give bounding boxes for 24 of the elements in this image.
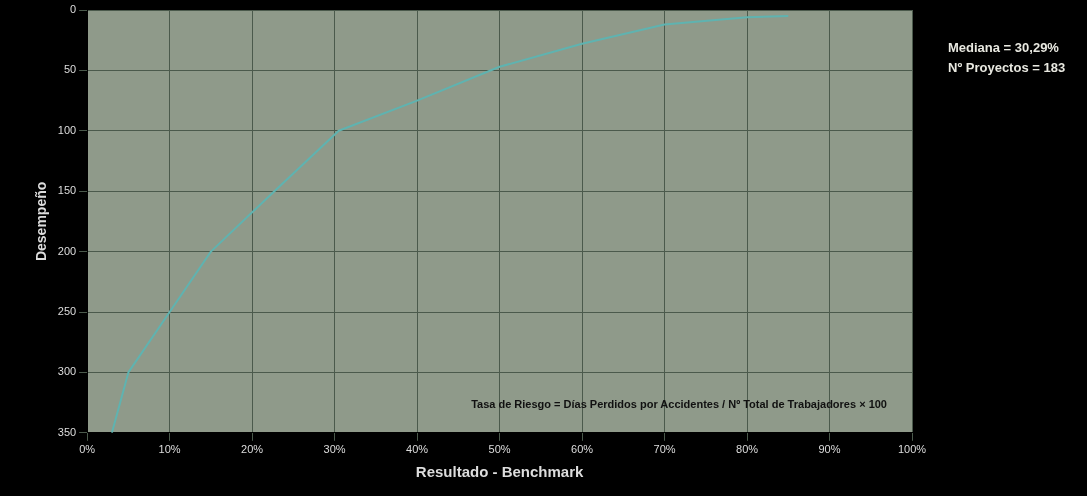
y-tick-label: 150 [57,184,77,197]
y-tick-label: 250 [57,305,77,318]
x-tick-label: 70% [653,443,676,456]
y-tick-label: 300 [57,365,77,378]
text: Nº Proyectos = 183 [948,60,1066,75]
annotation: Tasa de Riesgo = Días Perdidos por Accidentes / Nº Total de Trabajadores × 100 [471,397,887,410]
y-tick-label: 100 [57,123,77,136]
x-tick-label: 90% [818,443,841,456]
y-tick-label: 200 [57,244,77,257]
y-tick-label: 0 [70,3,77,16]
x-tick-label: 10% [158,443,181,456]
x-tick-label: 20% [241,443,264,456]
x-tick-label: 80% [736,443,759,456]
text: Mediana = 30,29% [948,40,1059,55]
x-tick-label: 30% [323,443,346,456]
x-axis-title: Resultado - Benchmark [415,463,584,481]
y-axis-title: Desempeño [33,181,50,262]
x-tick-label: 100% [897,443,927,456]
x-tick-label: 50% [488,443,511,456]
x-tick-label: 40% [406,443,429,456]
x-tick-label: 0% [79,443,96,456]
y-tick-label: 50 [63,63,77,76]
x-tick-label: 60% [571,443,594,456]
y-tick-label: 350 [57,425,77,438]
